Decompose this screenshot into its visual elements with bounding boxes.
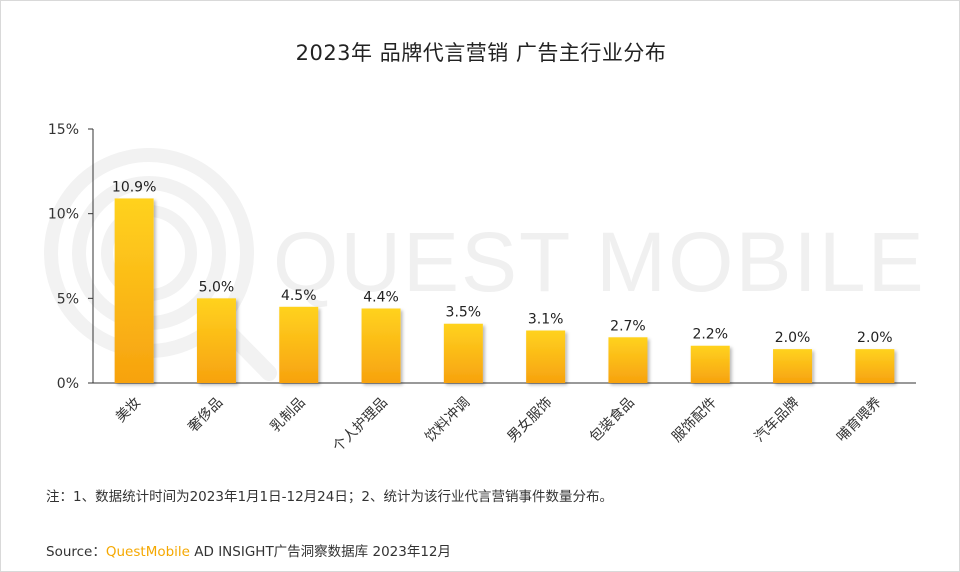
bar-value-label: 4.5%: [281, 288, 317, 304]
bar: [279, 306, 319, 383]
x-category-label: 个人护理品: [330, 395, 391, 456]
bar: [196, 298, 236, 383]
bar-value-label: 3.5%: [446, 305, 482, 321]
bar: [690, 345, 730, 383]
y-tick-label: 15%: [48, 122, 79, 138]
source-suffix: AD INSIGHT广告洞察数据库 2023年12月: [189, 544, 452, 560]
bar: [443, 323, 483, 383]
x-category-label: 男女服饰: [504, 394, 556, 446]
bar-value-label: 4.4%: [363, 289, 399, 305]
source-line: Source：QuestMobile AD INSIGHT广告洞察数据库 202…: [46, 540, 451, 560]
x-category-label: 服饰配件: [669, 395, 720, 446]
bar-value-label: 5.0%: [199, 279, 235, 295]
x-category-label: 奢侈品: [185, 395, 226, 436]
footnote: 注：1、数据统计时间为2023年1月1日-12月24日；2、统计为该行业代言营销…: [46, 489, 613, 505]
bar-value-label: 2.0%: [857, 330, 893, 346]
chart-title: 2023年 品牌代言营销 广告主行业分布: [295, 41, 667, 65]
bar-value-label: 10.9%: [112, 179, 156, 195]
bar: [361, 308, 401, 383]
y-tick-label: 10%: [48, 207, 79, 223]
bar: [114, 198, 154, 383]
x-category-label: 包装食品: [586, 394, 638, 446]
y-tick-label: 0%: [57, 376, 79, 392]
bar: [773, 349, 813, 383]
bar-value-label: 2.0%: [775, 330, 811, 346]
bar: [608, 337, 648, 383]
x-category-label: 乳制品: [268, 395, 309, 436]
source-prefix: Source：: [46, 544, 106, 560]
source-brand: QuestMobile: [105, 544, 190, 560]
x-category-label: 汽车品牌: [751, 394, 803, 446]
x-category-label: 美妆: [113, 395, 144, 426]
y-tick-label: 5%: [57, 291, 79, 307]
x-category-label: 饮料冲调: [422, 395, 473, 446]
x-category-label: 哺育喂养: [834, 395, 885, 446]
bar: [526, 330, 566, 383]
bar-value-label: 2.7%: [610, 318, 646, 334]
bar: [855, 349, 895, 383]
bar-value-label: 3.1%: [528, 312, 564, 328]
bar-value-label: 2.2%: [692, 327, 728, 343]
